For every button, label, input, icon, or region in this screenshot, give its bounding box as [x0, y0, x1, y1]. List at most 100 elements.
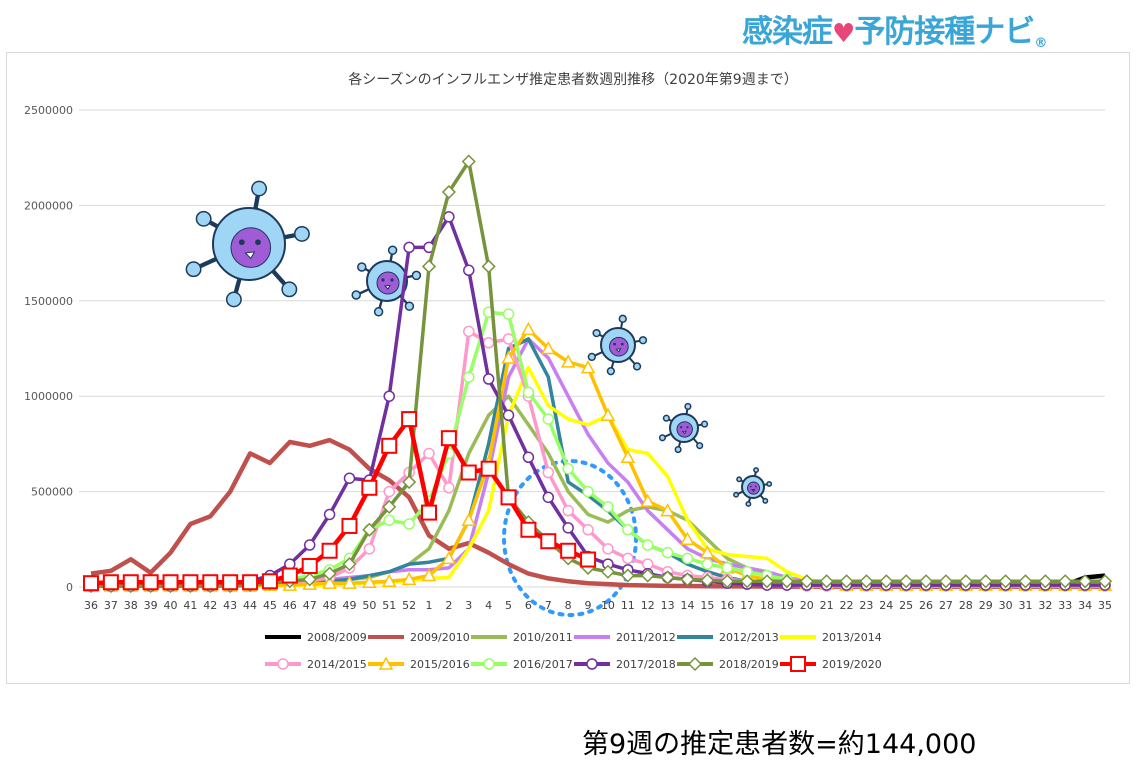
data-point — [362, 574, 377, 588]
data-point — [899, 574, 914, 589]
x-tick-label: 48 — [323, 599, 337, 612]
data-point — [586, 658, 598, 670]
data-point — [463, 371, 475, 383]
data-point — [640, 493, 655, 507]
series-2013-2014 — [91, 365, 1105, 589]
data-point — [421, 259, 437, 274]
x-tick-label: 10 — [601, 599, 615, 612]
data-point — [322, 566, 337, 581]
data-point — [580, 551, 597, 568]
legend-label: 2012/2013 — [719, 631, 779, 644]
data-point — [661, 546, 674, 559]
data-point — [622, 552, 634, 565]
data-point — [1038, 574, 1053, 589]
data-point — [102, 574, 119, 591]
data-point — [440, 430, 457, 447]
logo-text-a: 感染症 — [742, 14, 833, 50]
series-line — [91, 159, 1105, 588]
data-point — [482, 337, 495, 349]
data-point — [680, 572, 695, 587]
y-tick-label: 2500000 — [24, 104, 73, 117]
data-point — [303, 539, 316, 551]
x-tick-label: 31 — [1018, 599, 1032, 612]
data-point — [441, 184, 456, 200]
data-point — [1058, 574, 1073, 589]
legend-label: 2011/2012 — [616, 631, 676, 644]
data-point — [122, 574, 139, 591]
x-tick-label: 37 — [104, 599, 118, 612]
data-point — [421, 504, 437, 521]
x-tick-label: 34 — [1078, 599, 1092, 612]
x-tick-label: 49 — [342, 599, 356, 612]
x-tick-label: 23 — [859, 599, 873, 612]
data-point — [341, 517, 358, 534]
x-tick-label: 28 — [959, 599, 973, 612]
x-tick-label: 44 — [243, 599, 257, 612]
legend-label: 2013/2014 — [822, 631, 882, 644]
data-point — [640, 568, 655, 583]
influenza-chart: 各シーズンのインフルエンザ推定患者数週別推移（2020年第9週まで） 0 5000… — [24, 71, 1113, 672]
data-point — [343, 472, 356, 484]
x-tick-label: 43 — [223, 599, 237, 612]
x-tick-label: 13 — [661, 599, 675, 612]
data-point — [622, 524, 634, 536]
data-point — [879, 574, 894, 589]
data-point — [978, 574, 993, 589]
data-point — [461, 512, 477, 526]
data-point — [759, 574, 775, 589]
legend-label: 2014/2015 — [307, 658, 367, 671]
data-point — [342, 575, 357, 589]
legend-entry: 2013/2014 — [780, 631, 882, 644]
data-point — [277, 658, 289, 670]
data-point — [382, 499, 397, 514]
virus-mascot-icon — [185, 180, 310, 308]
data-point — [918, 574, 934, 589]
data-point — [687, 656, 703, 672]
data-point — [700, 545, 715, 559]
data-point — [779, 574, 794, 589]
data-point — [483, 658, 495, 670]
y-tick-label: 500000 — [31, 486, 73, 499]
x-tick-label: 17 — [740, 599, 754, 612]
series-line — [91, 327, 1105, 588]
x-tick-label: 24 — [879, 599, 893, 612]
x-tick-label: 16 — [720, 599, 734, 612]
x-tick-label: 14 — [680, 599, 694, 612]
data-point — [242, 574, 259, 591]
data-point — [480, 460, 497, 477]
data-point — [580, 360, 596, 374]
chart-frame: 各シーズンのインフルエンザ推定患者数週別推移（2020年第9週まで） 0 5000… — [6, 52, 1130, 684]
data-point — [641, 558, 654, 570]
data-point — [378, 656, 394, 670]
data-point — [522, 451, 535, 464]
data-point — [620, 449, 636, 464]
legend-entry: 2018/2019 — [677, 656, 779, 672]
data-point — [522, 386, 535, 399]
data-point — [521, 321, 536, 336]
data-point — [1018, 574, 1033, 589]
data-point — [401, 411, 418, 428]
data-point — [441, 550, 457, 565]
data-point — [83, 575, 99, 592]
legend-entry: 2016/2017 — [471, 658, 573, 671]
data-point — [681, 552, 694, 565]
data-point — [720, 574, 735, 589]
x-tick-label: 50 — [362, 599, 376, 612]
x-tick-label: 8 — [565, 599, 572, 612]
summary-text: 第9週の推定患者数=約144,000 — [582, 729, 977, 760]
x-tick-label: 38 — [124, 599, 138, 612]
legend-entry: 2014/2015 — [265, 658, 367, 671]
data-point — [998, 574, 1013, 589]
legend-label: 2016/2017 — [513, 658, 573, 671]
data-point — [542, 413, 555, 425]
data-point — [542, 491, 555, 504]
x-tick-label: 51 — [382, 599, 396, 612]
legend-label: 2018/2019 — [719, 658, 779, 671]
data-point — [562, 522, 574, 534]
series-line — [90, 437, 1105, 589]
virus-mascot-icon — [733, 467, 773, 507]
x-tick-label: 4 — [485, 599, 492, 612]
x-tick-label: 12 — [641, 599, 655, 612]
data-point — [938, 574, 954, 589]
x-tick-label: 27 — [939, 599, 953, 612]
